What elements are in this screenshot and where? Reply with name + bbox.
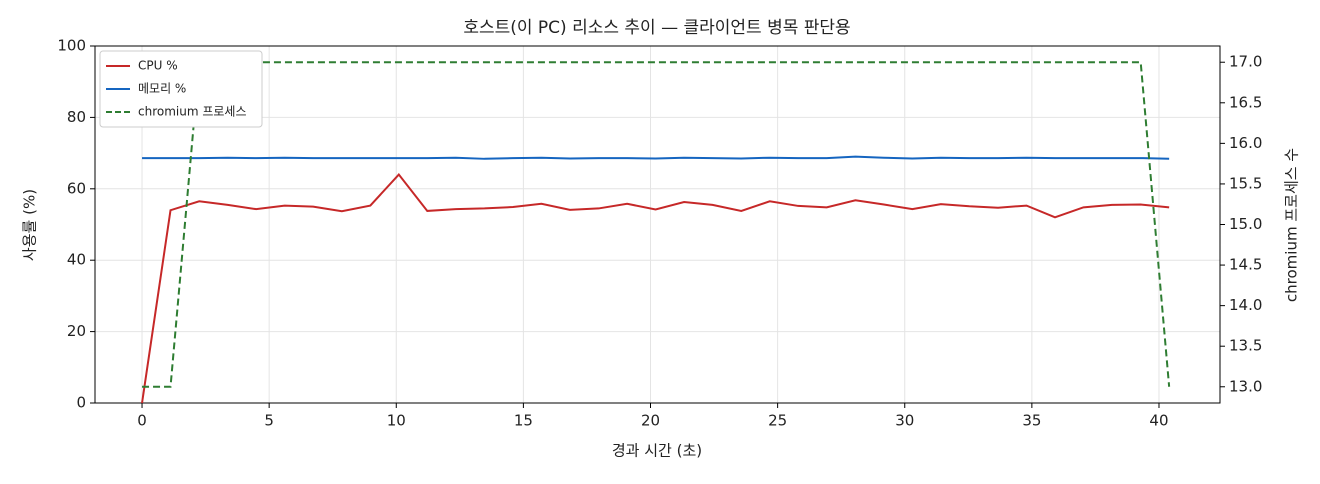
legend-box xyxy=(99,50,263,128)
x-tick-label: 5 xyxy=(264,412,274,430)
y-tick-label: 20 xyxy=(67,322,86,340)
series-line xyxy=(142,61,1171,388)
y-tick-label: 60 xyxy=(67,179,86,197)
y2-tick-label: 13.5 xyxy=(1229,337,1262,355)
y2-tick-label: 14.5 xyxy=(1229,256,1262,274)
y2-tick-label: 15.0 xyxy=(1229,215,1262,233)
legend-label: chromium 프로세스 xyxy=(138,105,247,119)
y-axis-label: 사용률 (%) xyxy=(21,189,39,261)
y-tick-label: 80 xyxy=(67,108,86,126)
y-tick-label: 100 xyxy=(57,37,86,55)
x-tick-label: 35 xyxy=(1022,412,1041,430)
legend: CPU % 메모리 % chromium 프로세스 xyxy=(99,50,263,128)
x-tick-label: 25 xyxy=(768,412,787,430)
y2-tick-label: 16.0 xyxy=(1229,134,1262,152)
x-tick-label: 30 xyxy=(895,412,914,430)
chart-title: 호스트(이 PC) 리소스 추이 — 클라이언트 병목 판단용 xyxy=(463,18,850,38)
series-line xyxy=(142,155,1170,160)
y2-tick-label: 15.5 xyxy=(1229,174,1262,192)
x-tick-label: 15 xyxy=(514,412,533,430)
x-tick-label: 0 xyxy=(137,412,147,430)
legend-label: CPU % xyxy=(138,59,178,73)
y2-tick-label: 14.0 xyxy=(1229,296,1262,314)
y2-tick-label: 16.5 xyxy=(1229,93,1262,111)
x-tick-label: 20 xyxy=(641,412,660,430)
x-axis-label: 경과 시간 (초) xyxy=(612,442,702,460)
y-tick-label: 40 xyxy=(67,251,86,269)
y-tick-label: 0 xyxy=(76,394,86,412)
x-tick-label: 10 xyxy=(387,412,406,430)
x-tick-label: 40 xyxy=(1149,412,1168,430)
y2-tick-label: 13.0 xyxy=(1229,377,1262,395)
y2-tick-label: 17.0 xyxy=(1229,53,1262,71)
y2-axis-label: chromium 프로세스 수 xyxy=(1283,148,1301,302)
series-line xyxy=(141,172,1170,404)
plot-frame xyxy=(94,45,1221,404)
legend-label: 메모리 % xyxy=(138,82,186,96)
